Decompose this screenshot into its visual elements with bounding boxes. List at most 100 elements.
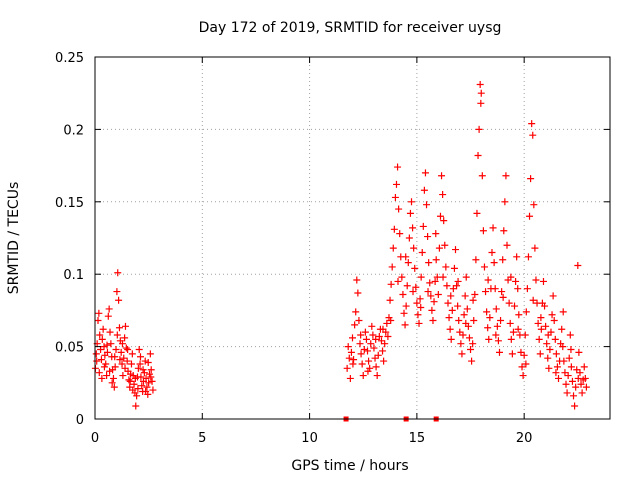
data-point: [480, 263, 488, 271]
data-point: [396, 230, 404, 238]
data-point: [134, 364, 142, 372]
data-point: [484, 276, 492, 284]
data-point: [103, 341, 111, 349]
data-point: [539, 277, 547, 285]
data-point: [445, 314, 453, 322]
data-point: [463, 305, 471, 313]
data-point: [121, 334, 129, 342]
data-point: [103, 372, 111, 380]
data-point: [116, 356, 124, 364]
data-point: [349, 360, 357, 368]
x-tick-label: 15: [409, 431, 426, 446]
data-point: [532, 276, 540, 284]
data-point: [137, 373, 145, 381]
data-point: [476, 81, 484, 89]
data-point: [501, 198, 509, 206]
data-point: [571, 402, 579, 410]
data-point: [502, 172, 510, 180]
data-point: [394, 163, 402, 171]
data-point: [117, 348, 125, 356]
data-point: [147, 366, 155, 374]
data-point: [440, 217, 448, 225]
data-point: [351, 321, 359, 329]
data-point: [402, 302, 410, 310]
data-point: [355, 317, 363, 325]
data-point: [364, 367, 372, 375]
data-point: [484, 324, 492, 332]
data-point: [560, 357, 568, 365]
data-point: [375, 332, 383, 340]
data-point: [95, 309, 103, 317]
data-point: [499, 293, 507, 301]
data-point: [460, 311, 468, 319]
data-point: [429, 317, 437, 325]
data-point: [472, 256, 480, 264]
data-point: [399, 290, 407, 298]
data-point: [448, 306, 456, 314]
data-point: [477, 89, 485, 97]
data-point: [567, 363, 575, 371]
data-point: [454, 302, 462, 310]
data-point: [439, 273, 447, 281]
data-point: [530, 201, 538, 209]
data-point: [365, 357, 373, 365]
data-point: [424, 288, 432, 296]
data-point: [114, 269, 122, 277]
data-point: [413, 299, 421, 307]
data-point: [546, 345, 554, 353]
data-point: [423, 201, 431, 209]
data-point: [473, 209, 481, 217]
data-point: [388, 263, 396, 271]
data-point: [443, 282, 451, 290]
data-point: [113, 288, 121, 296]
data-point: [148, 377, 156, 385]
data-point: [574, 374, 582, 382]
data-point: [450, 264, 458, 272]
data-point: [97, 356, 105, 364]
data-point: [529, 131, 537, 139]
data-point: [432, 256, 440, 264]
data-point: [551, 335, 559, 343]
data-point: [357, 350, 365, 358]
data-point: [121, 322, 129, 330]
data-point: [570, 392, 578, 400]
data-point: [514, 285, 522, 293]
data-point: [518, 363, 526, 371]
data-point: [144, 359, 152, 367]
y-tick-label: 0: [76, 413, 84, 428]
data-point: [529, 296, 537, 304]
data-point: [103, 348, 111, 356]
data-point: [358, 360, 366, 368]
data-point: [522, 360, 530, 368]
data-point: [474, 151, 482, 159]
data-point: [94, 317, 102, 325]
data-point: [582, 383, 590, 391]
data-point: [489, 224, 497, 232]
y-tick-label: 0.1: [63, 268, 84, 283]
data-point: [462, 273, 470, 281]
data-point: [143, 383, 151, 391]
data-point: [438, 172, 446, 180]
data-point: [136, 353, 144, 361]
data-point: [524, 253, 532, 261]
data-point: [576, 369, 584, 377]
data-point: [419, 222, 427, 230]
data-point: [447, 335, 455, 343]
data-point: [400, 309, 408, 317]
data-point: [553, 363, 561, 371]
data-point: [360, 345, 368, 353]
data-point: [428, 306, 436, 314]
data-point: [352, 308, 360, 316]
data-point: [420, 186, 428, 194]
data-point: [469, 340, 477, 348]
data-point: [552, 350, 560, 358]
data-point: [109, 374, 117, 382]
data-point: [354, 289, 362, 297]
data-point: [568, 377, 576, 385]
data-point: [417, 273, 425, 281]
data-point: [491, 285, 499, 293]
data-point: [135, 345, 143, 353]
data-point: [470, 317, 478, 325]
